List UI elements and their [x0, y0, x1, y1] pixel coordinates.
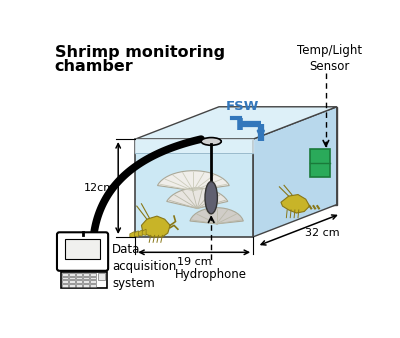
- Polygon shape: [190, 208, 243, 224]
- Bar: [83, 277, 89, 280]
- Polygon shape: [219, 107, 337, 204]
- Text: Data
acquisition
system: Data acquisition system: [112, 243, 176, 290]
- Bar: [65, 239, 100, 259]
- Polygon shape: [135, 139, 253, 237]
- Bar: [69, 273, 75, 276]
- Bar: [98, 273, 105, 280]
- Bar: [83, 281, 89, 283]
- Bar: [69, 284, 75, 287]
- Bar: [61, 271, 107, 289]
- Bar: [62, 277, 68, 280]
- Bar: [76, 277, 82, 280]
- Bar: [90, 277, 96, 280]
- Polygon shape: [142, 216, 170, 237]
- Polygon shape: [281, 195, 310, 213]
- Bar: [62, 281, 68, 283]
- Polygon shape: [130, 232, 134, 238]
- Text: FSW: FSW: [226, 100, 259, 113]
- Bar: [76, 284, 82, 287]
- Bar: [83, 273, 89, 276]
- Bar: [62, 284, 68, 287]
- Bar: [76, 281, 82, 283]
- FancyBboxPatch shape: [57, 232, 108, 271]
- Ellipse shape: [205, 182, 218, 214]
- Text: Temp/Light
Sensor: Temp/Light Sensor: [297, 44, 362, 73]
- Bar: [69, 281, 75, 283]
- Polygon shape: [253, 107, 337, 237]
- Polygon shape: [138, 230, 142, 236]
- Polygon shape: [167, 188, 228, 209]
- Polygon shape: [158, 171, 229, 191]
- Bar: [69, 277, 75, 280]
- Polygon shape: [142, 229, 146, 235]
- Text: 32 cm: 32 cm: [305, 228, 340, 238]
- Polygon shape: [135, 107, 337, 139]
- Text: 19 cm: 19 cm: [177, 257, 212, 267]
- Bar: [83, 284, 89, 287]
- Bar: [310, 149, 330, 177]
- Text: 12cm: 12cm: [84, 183, 115, 193]
- Text: chamber: chamber: [55, 59, 134, 74]
- Polygon shape: [134, 231, 138, 237]
- Text: Hydrophone: Hydrophone: [175, 268, 247, 281]
- Bar: [90, 273, 96, 276]
- Bar: [90, 284, 96, 287]
- Bar: [62, 273, 68, 276]
- Ellipse shape: [201, 138, 221, 145]
- Bar: [90, 281, 96, 283]
- Text: Shrimp monitoring: Shrimp monitoring: [55, 45, 225, 60]
- Bar: [76, 273, 82, 276]
